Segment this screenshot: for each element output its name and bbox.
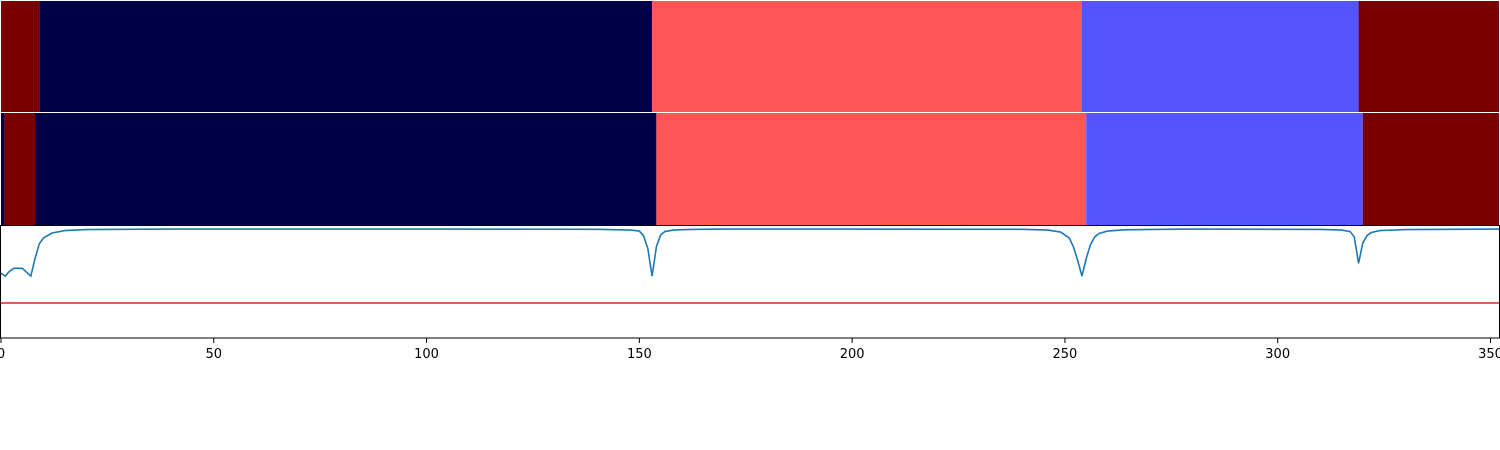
segment-dark-red bbox=[1358, 1, 1499, 112]
segment-row-top bbox=[1, 1, 1499, 112]
segment-dark-red bbox=[1, 1, 40, 112]
x-tick-label: 100 bbox=[414, 347, 439, 362]
segment-periwinkle bbox=[1086, 113, 1363, 225]
segment-periwinkle bbox=[1081, 1, 1359, 112]
segment-dark-red bbox=[4, 113, 36, 225]
segment-navy bbox=[39, 1, 653, 112]
x-tick-label: 350 bbox=[1478, 347, 1500, 362]
score-panel-frame bbox=[0, 225, 1500, 339]
x-tick-label: 300 bbox=[1265, 347, 1290, 362]
segment-navy bbox=[1, 113, 5, 225]
x-tick-label: 50 bbox=[206, 347, 223, 362]
x-tick-label: 0 bbox=[0, 347, 5, 362]
segment-salmon bbox=[652, 1, 1082, 112]
x-tick-label: 250 bbox=[1053, 347, 1078, 362]
x-axis: 0 50 100 150 200 250 300 350 bbox=[0, 338, 1500, 362]
segment-salmon bbox=[656, 113, 1087, 225]
segment-row-bottom bbox=[1, 113, 1499, 225]
x-tick-label: 200 bbox=[840, 347, 865, 362]
segment-dark-red bbox=[1362, 113, 1499, 225]
segment-navy bbox=[35, 113, 657, 225]
score-line bbox=[0, 228, 1500, 278]
score-panel bbox=[0, 225, 1500, 339]
x-tick-label: 150 bbox=[627, 347, 652, 362]
